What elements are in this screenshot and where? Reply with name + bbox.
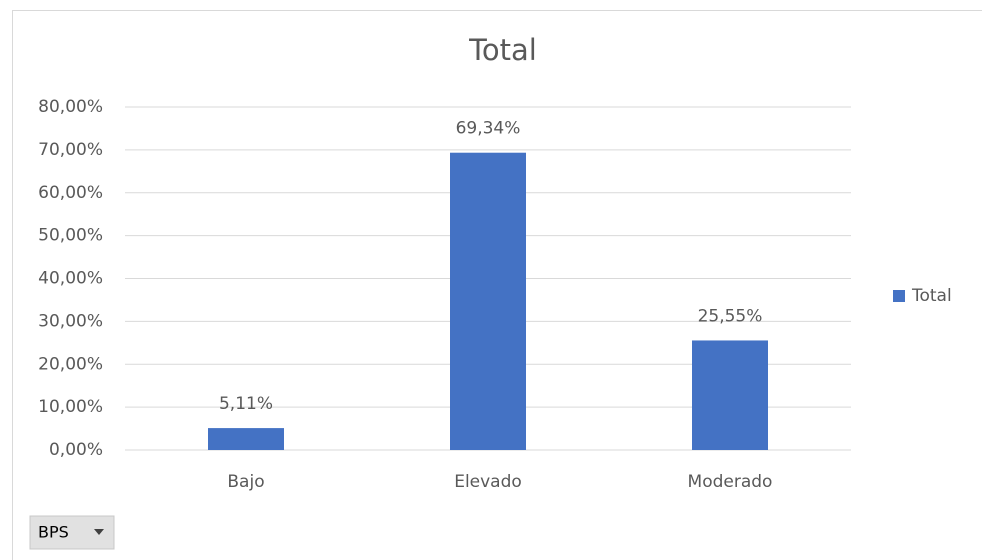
bar	[450, 152, 526, 450]
data-label: 25,55%	[698, 306, 763, 326]
field-button[interactable]: BPS	[29, 515, 115, 550]
y-tick-label: 20,00%	[38, 354, 103, 374]
y-tick-label: 80,00%	[38, 97, 103, 117]
data-label: 5,11%	[219, 394, 273, 414]
x-tick-label: Elevado	[454, 472, 522, 492]
legend-label: Total	[911, 286, 952, 306]
y-tick-label: 30,00%	[38, 311, 103, 331]
dropdown-arrow[interactable]	[94, 529, 104, 535]
bar	[692, 340, 768, 450]
legend-swatch	[893, 290, 905, 302]
y-tick-label: 70,00%	[38, 140, 103, 160]
x-tick-label: Bajo	[227, 472, 264, 492]
y-tick-label: 50,00%	[38, 226, 103, 246]
y-tick-label: 40,00%	[38, 269, 103, 289]
y-tick-label: 0,00%	[49, 440, 103, 460]
y-tick-label: 10,00%	[38, 397, 103, 417]
data-label: 69,34%	[456, 119, 521, 139]
bar	[208, 428, 284, 450]
field-button-label[interactable]: BPS	[38, 523, 69, 542]
y-tick-label: 60,00%	[38, 183, 103, 203]
chart-title: Total	[468, 33, 537, 67]
x-tick-label: Moderado	[688, 472, 773, 492]
